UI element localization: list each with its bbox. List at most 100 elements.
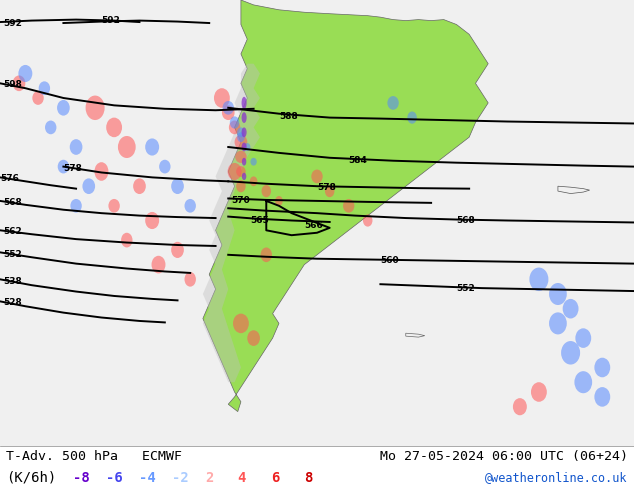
Ellipse shape xyxy=(242,127,247,137)
Ellipse shape xyxy=(237,132,245,142)
Ellipse shape xyxy=(171,178,184,194)
Text: 576: 576 xyxy=(0,174,19,183)
Ellipse shape xyxy=(121,233,133,247)
Ellipse shape xyxy=(39,81,50,95)
Text: 2: 2 xyxy=(205,471,213,485)
Ellipse shape xyxy=(13,75,25,91)
Ellipse shape xyxy=(235,135,247,149)
Text: 578: 578 xyxy=(63,164,82,172)
Ellipse shape xyxy=(242,97,247,109)
Text: -8: -8 xyxy=(73,471,89,485)
Ellipse shape xyxy=(171,242,184,258)
Ellipse shape xyxy=(223,101,234,115)
Ellipse shape xyxy=(250,176,257,186)
Text: 568: 568 xyxy=(456,216,476,225)
Text: 6: 6 xyxy=(271,471,279,485)
Ellipse shape xyxy=(244,143,250,151)
Ellipse shape xyxy=(561,341,580,365)
Ellipse shape xyxy=(261,247,272,262)
Ellipse shape xyxy=(275,196,283,206)
Text: 592: 592 xyxy=(3,19,22,28)
Ellipse shape xyxy=(230,116,240,128)
Ellipse shape xyxy=(250,158,257,166)
Polygon shape xyxy=(203,0,488,412)
Text: 565: 565 xyxy=(250,216,269,224)
Ellipse shape xyxy=(18,65,32,82)
Ellipse shape xyxy=(32,91,44,105)
Ellipse shape xyxy=(108,199,120,213)
Ellipse shape xyxy=(311,170,323,183)
Ellipse shape xyxy=(549,313,567,334)
Ellipse shape xyxy=(152,256,165,273)
Text: 552: 552 xyxy=(3,250,22,259)
Ellipse shape xyxy=(145,138,159,156)
Ellipse shape xyxy=(145,212,159,229)
Text: @weatheronline.co.uk: @weatheronline.co.uk xyxy=(485,471,628,484)
Ellipse shape xyxy=(159,160,171,173)
Text: 552: 552 xyxy=(456,284,476,293)
Ellipse shape xyxy=(57,100,70,116)
Ellipse shape xyxy=(45,121,56,134)
Text: 528: 528 xyxy=(3,298,22,307)
Ellipse shape xyxy=(184,199,196,213)
Text: (K/6h): (K/6h) xyxy=(6,471,56,485)
Text: 538: 538 xyxy=(3,277,22,286)
Ellipse shape xyxy=(549,283,567,305)
Text: 560: 560 xyxy=(380,256,399,265)
Ellipse shape xyxy=(70,199,82,213)
Text: 566: 566 xyxy=(304,221,323,230)
Ellipse shape xyxy=(94,162,108,181)
Text: 562: 562 xyxy=(3,227,22,236)
Ellipse shape xyxy=(595,358,610,377)
Text: Mo 27-05-2024 06:00 UTC (06+24): Mo 27-05-2024 06:00 UTC (06+24) xyxy=(380,450,628,463)
Ellipse shape xyxy=(118,136,136,158)
Ellipse shape xyxy=(228,163,242,180)
Ellipse shape xyxy=(513,398,527,416)
Ellipse shape xyxy=(387,96,399,110)
Ellipse shape xyxy=(86,96,105,120)
Polygon shape xyxy=(558,186,590,194)
Text: 584: 584 xyxy=(349,156,368,165)
Polygon shape xyxy=(406,333,425,337)
Text: 598: 598 xyxy=(3,80,22,89)
Ellipse shape xyxy=(242,172,246,180)
Ellipse shape xyxy=(343,199,354,213)
Ellipse shape xyxy=(261,185,271,197)
Ellipse shape xyxy=(236,166,246,177)
Ellipse shape xyxy=(82,178,95,194)
Text: 8: 8 xyxy=(304,471,312,485)
Ellipse shape xyxy=(595,387,610,407)
Ellipse shape xyxy=(563,299,578,318)
Ellipse shape xyxy=(242,112,247,123)
Ellipse shape xyxy=(133,178,146,194)
Text: -4: -4 xyxy=(139,471,155,485)
Ellipse shape xyxy=(576,328,591,348)
Ellipse shape xyxy=(363,215,372,226)
Ellipse shape xyxy=(229,121,240,134)
Ellipse shape xyxy=(222,105,235,120)
Ellipse shape xyxy=(531,382,547,402)
Ellipse shape xyxy=(235,151,247,163)
Ellipse shape xyxy=(58,160,69,173)
Ellipse shape xyxy=(408,112,417,124)
Ellipse shape xyxy=(574,371,592,393)
Ellipse shape xyxy=(184,272,196,287)
Ellipse shape xyxy=(236,180,246,193)
Bar xyxy=(0,446,634,490)
Text: -6: -6 xyxy=(106,471,122,485)
Ellipse shape xyxy=(242,158,246,166)
Text: -2: -2 xyxy=(172,471,188,485)
Text: 588: 588 xyxy=(279,112,298,121)
Text: T-Adv. 500 hPa   ECMWF: T-Adv. 500 hPa ECMWF xyxy=(6,450,183,463)
Text: 568: 568 xyxy=(3,198,22,207)
Ellipse shape xyxy=(325,185,335,197)
Text: 570: 570 xyxy=(231,196,250,205)
Text: 578: 578 xyxy=(317,183,336,192)
Ellipse shape xyxy=(247,330,260,346)
Ellipse shape xyxy=(106,118,122,137)
Ellipse shape xyxy=(233,314,249,333)
Ellipse shape xyxy=(242,143,247,151)
Polygon shape xyxy=(203,64,260,382)
Ellipse shape xyxy=(237,127,245,137)
Ellipse shape xyxy=(529,268,548,291)
